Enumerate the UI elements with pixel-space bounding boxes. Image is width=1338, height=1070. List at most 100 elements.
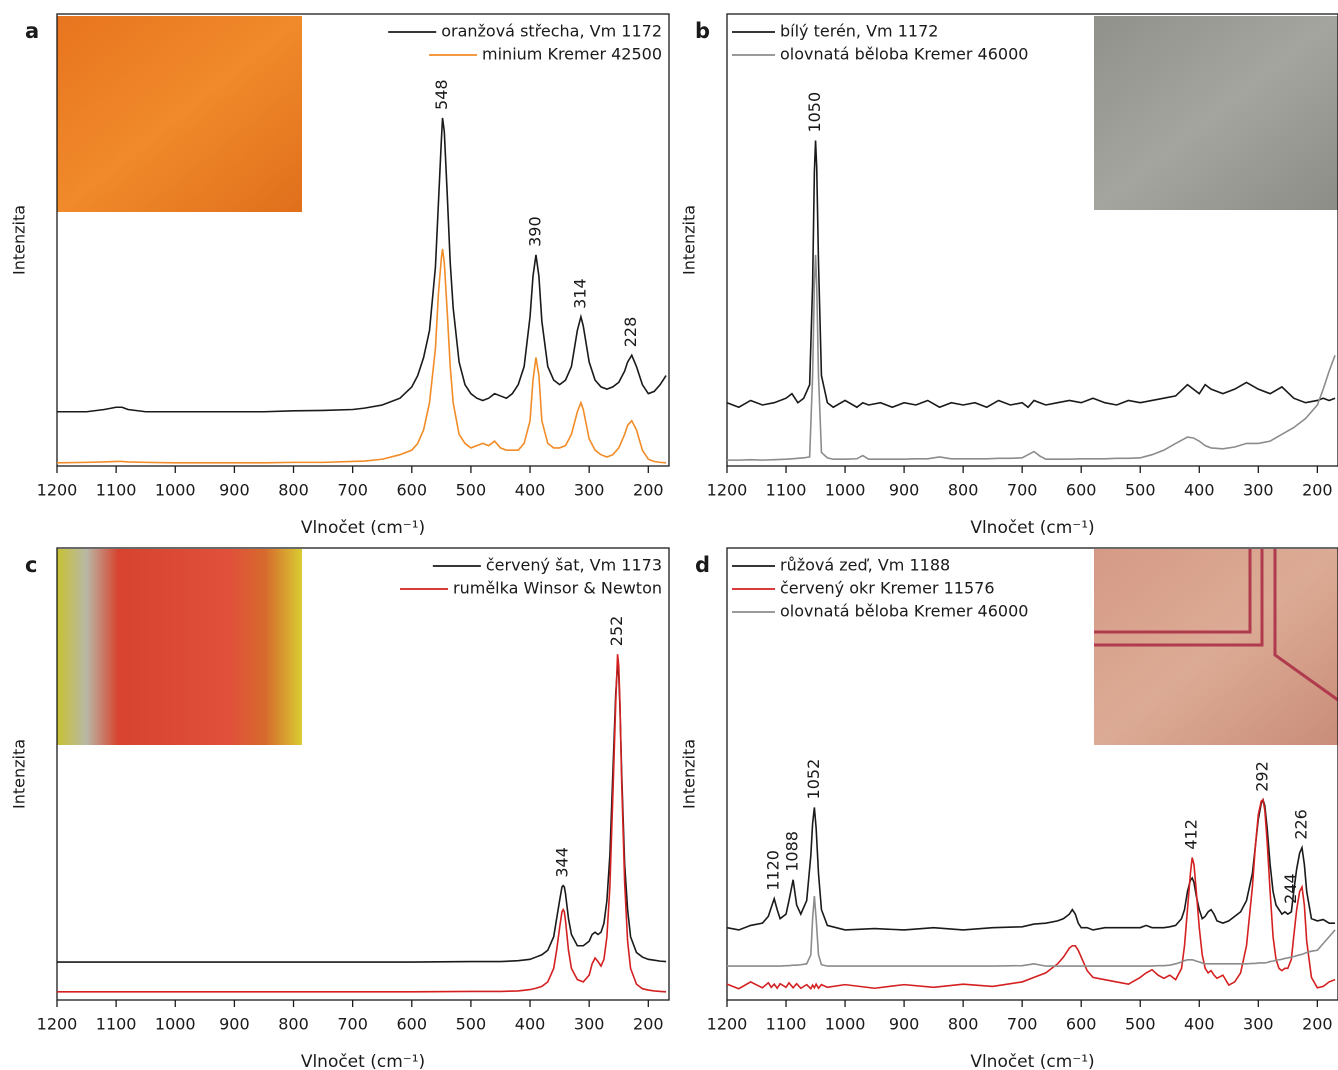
- spectrum-line: [57, 654, 667, 993]
- x-tick-label: 400: [515, 481, 546, 500]
- spectrum-line: [727, 254, 1336, 461]
- x-tick-label: 700: [1007, 481, 1038, 500]
- panel-label: b: [695, 19, 710, 43]
- peak-label: 292: [1253, 761, 1272, 792]
- peak-label: 1120: [764, 850, 783, 891]
- plot-frame: [726, 13, 1338, 467]
- x-tick-label: 300: [574, 481, 605, 500]
- peak-label: 228: [621, 317, 640, 348]
- x-tick-label: 1100: [96, 481, 137, 500]
- x-tick-label: 800: [278, 1015, 309, 1034]
- peak-label: 226: [1291, 809, 1310, 840]
- x-tick-label: 500: [456, 1015, 487, 1034]
- x-tick-label: 1000: [825, 1015, 866, 1034]
- x-tick-label: 1200: [37, 481, 78, 500]
- legend-label: růžová zeď, Vm 1188: [780, 556, 950, 575]
- y-axis-label: Intenzita: [10, 205, 29, 275]
- x-tick-label: 1000: [155, 481, 196, 500]
- x-tick-label: 800: [278, 481, 309, 500]
- inset-photo: [57, 16, 302, 212]
- inset-detail: [1094, 549, 1338, 702]
- spectrum-line: [726, 798, 1336, 991]
- spectrum-line: [726, 140, 1336, 409]
- x-tick-label: 600: [1066, 1015, 1097, 1034]
- inset-photo: [57, 549, 302, 745]
- x-tick-label: 400: [1184, 481, 1215, 500]
- x-tick-label: 500: [456, 481, 487, 500]
- panel-label: d: [695, 553, 710, 577]
- legend-label: červený šat, Vm 1173: [486, 556, 662, 575]
- x-tick-label: 500: [1125, 1015, 1156, 1034]
- x-tick-label: 200: [633, 481, 664, 500]
- x-axis-label: Vlnočet (cm⁻¹): [301, 518, 425, 538]
- x-tick-label: 300: [1243, 1015, 1274, 1034]
- plot-frame: [56, 13, 670, 467]
- x-axis-label: Vlnočet (cm⁻¹): [970, 518, 1094, 538]
- plot-frame: [56, 547, 670, 1001]
- peak-label: 244: [1281, 873, 1300, 904]
- x-tick-label: 700: [337, 481, 368, 500]
- legend-label: červený okr Kremer 11576: [780, 579, 995, 598]
- peak-label: 1088: [783, 831, 802, 872]
- x-tick-label: 300: [574, 1015, 605, 1034]
- x-tick-label: 1200: [37, 1015, 78, 1034]
- insets: [57, 16, 1338, 745]
- x-tick-label: 1100: [766, 481, 807, 500]
- panel-label: c: [25, 553, 37, 577]
- x-tick-label: 200: [1302, 481, 1333, 500]
- legend-label: bílý terén, Vm 1172: [780, 22, 938, 41]
- x-tick-label: 500: [1125, 481, 1156, 500]
- x-tick-label: 900: [219, 481, 250, 500]
- inset-photo: [1094, 549, 1338, 745]
- x-tick-label: 1200: [707, 481, 748, 500]
- peak-label: 344: [553, 847, 572, 878]
- y-axis-label: Intenzita: [10, 739, 29, 809]
- x-tick-label: 1000: [825, 481, 866, 500]
- plot-frame: [726, 547, 1338, 1001]
- legend-label: olovnatá běloba Kremer 46000: [780, 602, 1028, 621]
- x-tick-label: 400: [515, 1015, 546, 1034]
- x-tick-label: 1100: [766, 1015, 807, 1034]
- legend-label: minium Kremer 42500: [482, 45, 662, 64]
- peak-label: 314: [570, 278, 589, 309]
- peak-label: 1050: [805, 92, 824, 133]
- inset-photo: [1094, 16, 1338, 210]
- x-axis-label: Vlnočet (cm⁻¹): [970, 1052, 1094, 1070]
- peak-label: 1052: [804, 759, 823, 800]
- x-tick-label: 900: [889, 1015, 920, 1034]
- x-tick-label: 800: [948, 481, 979, 500]
- x-tick-label: 200: [1302, 1015, 1333, 1034]
- y-axis-label: Intenzita: [680, 739, 699, 809]
- x-tick-label: 1000: [155, 1015, 196, 1034]
- legend-label: rumělka Winsor & Newton: [453, 579, 662, 598]
- y-axis-label: Intenzita: [680, 205, 699, 275]
- x-tick-label: 400: [1184, 1015, 1215, 1034]
- x-tick-label: 600: [1066, 481, 1097, 500]
- x-tick-label: 600: [397, 1015, 428, 1034]
- peak-label: 412: [1182, 819, 1201, 850]
- x-tick-label: 700: [337, 1015, 368, 1034]
- x-tick-label: 1200: [707, 1015, 748, 1034]
- x-tick-label: 700: [1007, 1015, 1038, 1034]
- spectrum-line: [56, 248, 667, 464]
- spectrum-line: [726, 797, 1336, 931]
- x-tick-label: 200: [633, 1015, 664, 1034]
- x-tick-label: 300: [1243, 481, 1274, 500]
- x-tick-label: 900: [219, 1015, 250, 1034]
- spectrum-line: [727, 895, 1336, 967]
- peak-label: 390: [525, 216, 544, 247]
- x-tick-label: 800: [948, 1015, 979, 1034]
- peak-label: 548: [432, 79, 451, 110]
- x-axis-label: Vlnočet (cm⁻¹): [301, 1052, 425, 1070]
- x-tick-label: 900: [889, 481, 920, 500]
- panel-label: a: [25, 19, 39, 43]
- legend-label: oranžová střecha, Vm 1172: [441, 22, 662, 41]
- peak-label: 252: [607, 616, 626, 647]
- spectrum-line: [57, 665, 667, 963]
- x-tick-label: 1100: [96, 1015, 137, 1034]
- spectrum-line: [57, 117, 667, 413]
- legend-label: olovnatá běloba Kremer 46000: [780, 45, 1028, 64]
- x-tick-label: 600: [397, 481, 428, 500]
